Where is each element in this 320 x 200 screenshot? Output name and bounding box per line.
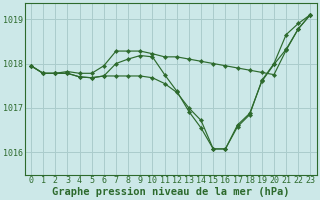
X-axis label: Graphe pression niveau de la mer (hPa): Graphe pression niveau de la mer (hPa) bbox=[52, 186, 290, 197]
